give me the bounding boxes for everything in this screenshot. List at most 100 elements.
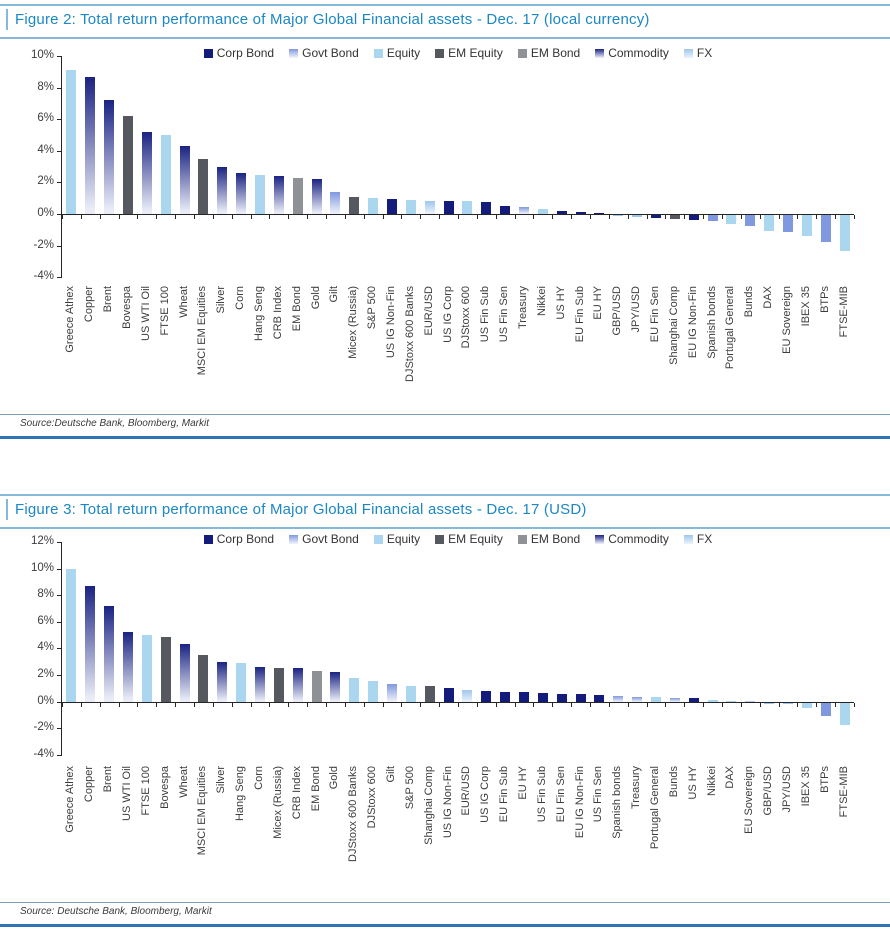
x-axis-label: Spanish bonds (705, 286, 718, 359)
x-axis-label: Gold (309, 286, 322, 310)
x-tick-mark (99, 702, 101, 707)
bar (368, 680, 379, 702)
x-tick-mark (344, 702, 346, 707)
legend-swatch-icon (373, 48, 383, 58)
x-tick-mark (835, 702, 837, 707)
x-axis-label: Micex (Russia) (347, 286, 360, 359)
x-axis-label: DJStoxx 600 (460, 286, 473, 349)
x-axis-label: Gold (328, 766, 341, 790)
x-axis-label: S&P 500 (366, 286, 379, 330)
bar (537, 692, 548, 702)
bar (745, 215, 756, 227)
y-tick-label: 2% (37, 175, 54, 188)
x-axis-line (62, 214, 854, 215)
y-tick-label: 8% (37, 588, 54, 601)
y-tick-mark (57, 754, 62, 756)
x-axis-label: EU Fin Sub (498, 766, 511, 823)
legend-label: Corp Bond (216, 46, 275, 60)
bar (405, 686, 416, 702)
bar (500, 691, 511, 702)
x-axis-label: IBEX 35 (799, 766, 812, 807)
y-tick-mark (57, 675, 62, 676)
x-tick-mark (80, 215, 82, 219)
legend-label: Govt Bond (302, 46, 359, 60)
source-divider (0, 414, 890, 415)
legend-item: Equity (373, 532, 420, 546)
y-tick-mark (57, 542, 62, 543)
bar (330, 672, 341, 702)
legend-item: Corp Bond (203, 532, 275, 546)
bar (500, 206, 511, 214)
bar (801, 215, 812, 236)
x-axis-label: Gilt (328, 286, 341, 303)
x-tick-mark (194, 702, 195, 707)
x-tick-mark (363, 702, 365, 707)
legend-swatch-icon (517, 48, 527, 58)
x-tick-mark (156, 215, 158, 219)
bar (198, 655, 209, 702)
y-tick-label: 4% (37, 143, 54, 156)
top-divider (0, 494, 890, 496)
bar (632, 696, 643, 702)
bar (839, 215, 850, 252)
x-axis-label: US HY (686, 766, 699, 800)
bar (66, 70, 77, 214)
x-tick-mark (118, 702, 120, 707)
legend-swatch-icon (203, 534, 213, 544)
legend-item: EM Bond (517, 532, 580, 546)
x-tick-mark (439, 215, 441, 219)
x-axis-label: Silver (215, 766, 228, 794)
legend-label: EM Bond (530, 46, 581, 60)
bar (575, 212, 586, 214)
x-tick-mark (250, 702, 252, 707)
bar (85, 76, 96, 214)
y-tick-label: -4% (33, 747, 54, 760)
figure-3-title-text: Figure 3: Total return performance of Ma… (15, 501, 587, 518)
x-axis-label: EU Sovereign (781, 286, 793, 354)
x-tick-mark (401, 702, 403, 707)
x-axis-label: Corn (234, 286, 247, 310)
y-tick-label: 6% (37, 112, 54, 125)
x-tick-mark (363, 215, 365, 219)
bar (273, 176, 284, 214)
bar (688, 698, 699, 702)
y-tick-label: 12% (30, 535, 54, 547)
x-tick-mark (175, 215, 177, 219)
x-axis-label: MSCI EM Equities (196, 286, 209, 376)
legend-label: Corp Bond (216, 532, 275, 546)
bar (556, 210, 567, 214)
bar (726, 700, 737, 702)
y-tick-label: 4% (37, 641, 54, 654)
bar (594, 213, 605, 214)
x-tick-mark (420, 702, 422, 707)
bar (123, 116, 133, 214)
legend-item: Govt Bond (289, 46, 359, 60)
bar (104, 100, 115, 214)
x-axis-label: Greece Athex (64, 766, 77, 833)
x-axis-label: JPY/USD (630, 286, 643, 333)
bar (462, 690, 473, 702)
legend-swatch-icon (373, 534, 383, 544)
legend-swatch-icon (517, 534, 527, 544)
x-axis-label: US WTI Oil (139, 286, 152, 341)
x-axis-label: Greece Athex (64, 286, 77, 353)
legend-swatch-icon (683, 48, 693, 58)
legend-item: Equity (373, 46, 420, 60)
x-axis-label: Bunds (743, 286, 756, 318)
bar (820, 702, 831, 716)
x-tick-mark (684, 702, 686, 707)
x-axis-label: Wheat (177, 286, 190, 318)
x-tick-mark (80, 702, 82, 707)
bar (141, 131, 152, 214)
x-axis-label: DJStoxx 600 Banks (347, 766, 360, 862)
y-tick-mark (57, 56, 62, 57)
bar (745, 700, 756, 702)
x-axis-label: US Fin Sen (592, 766, 605, 823)
x-tick-mark (307, 702, 309, 707)
bottom-rule (0, 436, 890, 439)
x-tick-mark (175, 702, 177, 707)
y-tick-mark (57, 621, 62, 623)
y-tick-label: 0% (37, 207, 54, 219)
legend-item: Commodity (595, 46, 669, 60)
x-tick-mark (476, 702, 478, 707)
